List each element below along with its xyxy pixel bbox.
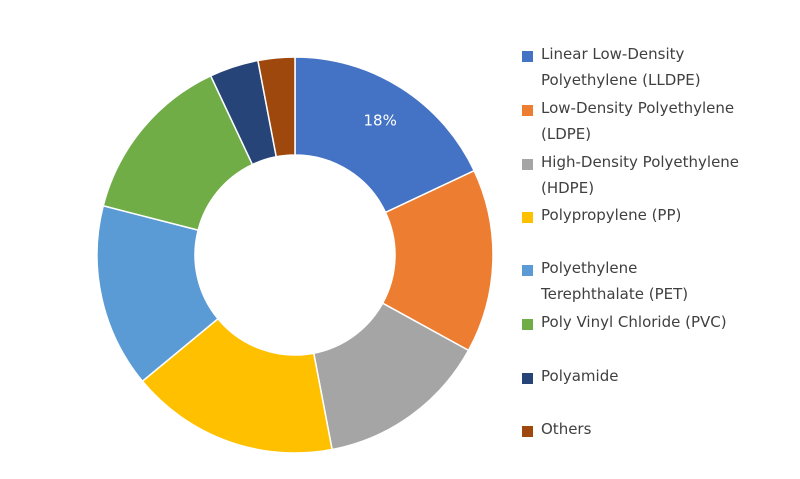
legend-swatch xyxy=(522,426,533,437)
legend-label: Low-Density Polyethylene (LDPE) xyxy=(541,99,735,143)
legend-item: Polyethylene Terephthalate (PET) xyxy=(522,259,721,307)
legend-label: Linear Low-Density Polyethylene (LLDPE) xyxy=(541,45,701,89)
legend-swatch xyxy=(522,105,533,116)
data-label: 18% xyxy=(364,111,397,129)
legend-label: Polyamide xyxy=(541,367,619,385)
legend-swatch xyxy=(522,159,533,170)
legend-item: Polypropylene (PP) xyxy=(522,206,781,228)
legend-label: High-Density Polyethylene (HDPE) xyxy=(541,153,740,197)
donut-slice xyxy=(294,56,476,214)
legend-swatch xyxy=(522,319,533,330)
legend-item: Polyamide xyxy=(522,367,781,389)
legend-item: Linear Low-Density Polyethylene (LLDPE) xyxy=(522,45,721,93)
legend-item: High-Density Polyethylene (HDPE) xyxy=(522,153,781,201)
legend-label: Poly Vinyl Chloride (PVC) xyxy=(541,313,727,331)
legend-label: Others xyxy=(541,420,592,438)
legend-swatch xyxy=(522,212,533,223)
legend-swatch xyxy=(522,373,533,384)
legend-item: Others xyxy=(522,420,781,442)
legend-item: Poly Vinyl Chloride (PVC) xyxy=(522,313,781,335)
legend-swatch xyxy=(522,265,533,276)
legend-label: Polyethylene Terephthalate (PET) xyxy=(541,259,689,303)
legend-swatch xyxy=(522,51,533,62)
legend-item: Low-Density Polyethylene (LDPE) xyxy=(522,99,781,147)
donut-slice xyxy=(257,56,296,158)
legend-label: Polypropylene (PP) xyxy=(541,206,682,224)
donut-slice xyxy=(141,317,333,454)
